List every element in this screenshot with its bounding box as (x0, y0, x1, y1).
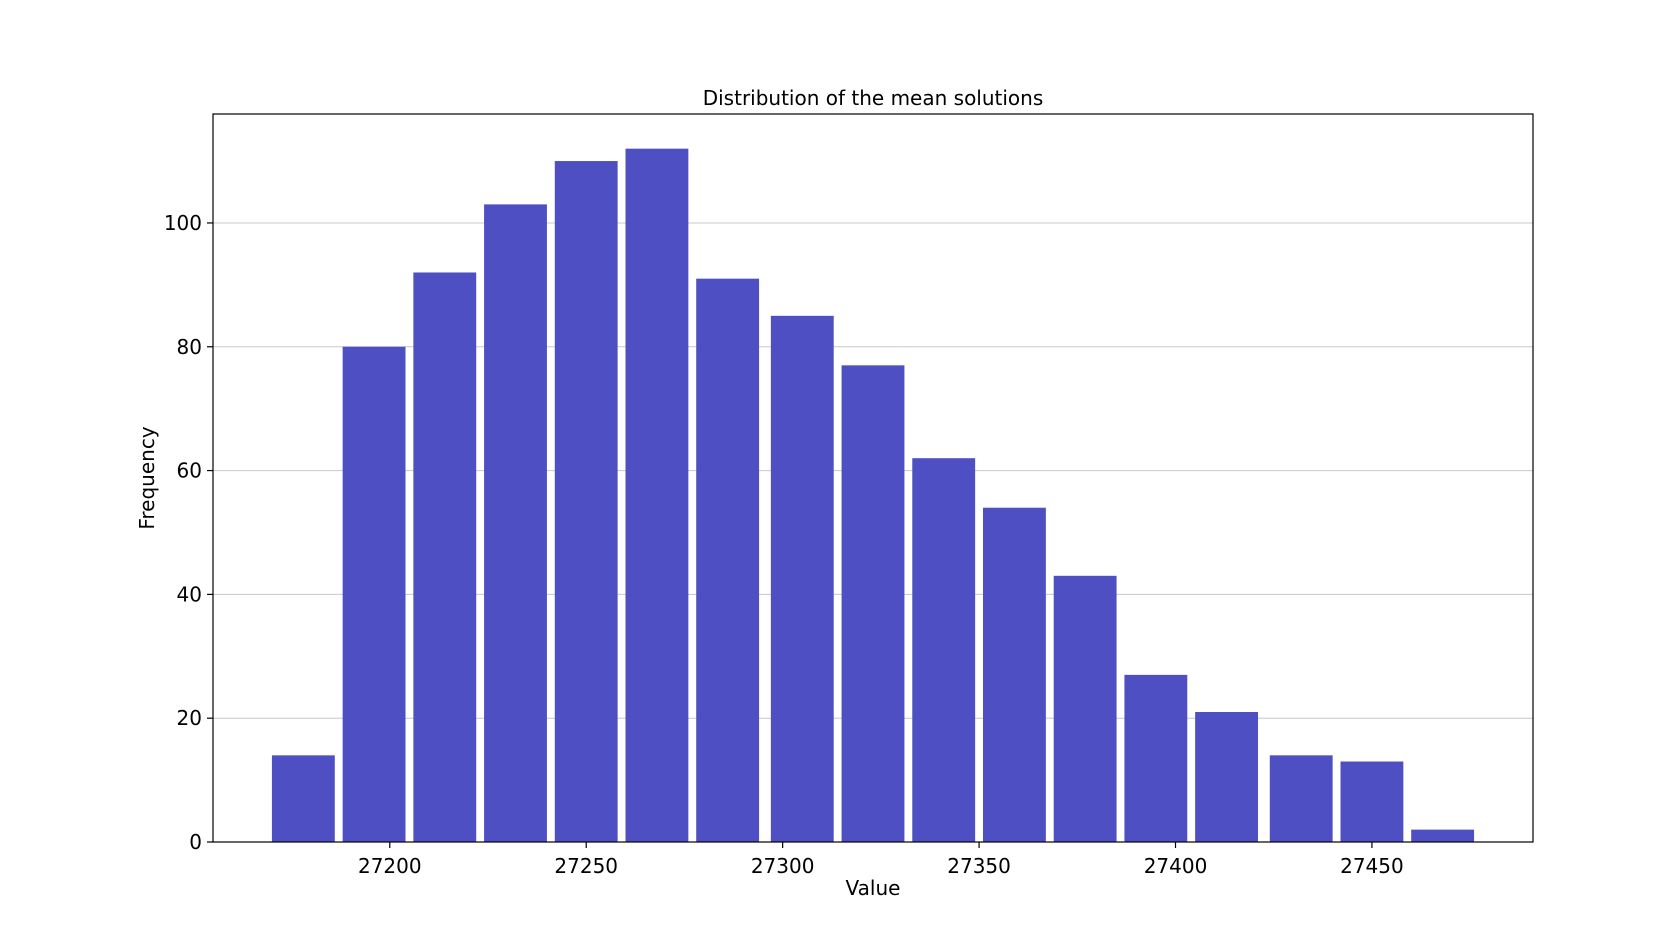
histogram-bar (1340, 761, 1404, 842)
x-tick-label: 27400 (1144, 854, 1208, 878)
histogram-bar (1053, 575, 1117, 842)
tick-layer: 27200 27250 27300 27350 27400 27450 0 20 40 60 80 1… (164, 211, 1404, 878)
histogram-bar (554, 161, 618, 843)
histogram-bar (1195, 712, 1258, 842)
chart-title: Distribution of the mean solutions (703, 86, 1044, 110)
histogram-bar (342, 346, 406, 842)
y-axis-label: Frequency (135, 426, 159, 529)
histogram-bar (625, 148, 689, 842)
x-tick-label: 27300 (751, 854, 815, 878)
y-tick-label: 20 (177, 706, 202, 730)
histogram-bar (1269, 755, 1333, 842)
y-tick-label: 0 (189, 830, 202, 854)
x-axis-label: Value (846, 876, 901, 900)
x-tick-label: 27250 (554, 854, 618, 878)
y-tick-label: 40 (177, 582, 202, 606)
y-tick-label: 100 (164, 211, 202, 235)
histogram-bar (413, 272, 477, 842)
x-tick-label: 27450 (1340, 854, 1404, 878)
x-tick-label: 27350 (947, 854, 1011, 878)
plot-frame (212, 113, 1534, 843)
bar-layer (271, 148, 1475, 843)
y-tick-label: 80 (177, 335, 202, 359)
histogram-bar (770, 315, 834, 842)
histogram-bar (983, 507, 1046, 842)
y-tick-label: 60 (177, 459, 202, 483)
histogram-bar (841, 365, 905, 842)
x-tick-label: 27200 (358, 854, 422, 878)
histogram-bar (271, 755, 335, 842)
histogram-bar (484, 204, 547, 842)
histogram-bar (912, 458, 976, 842)
histogram-bar (1124, 674, 1188, 842)
histogram-bar (696, 278, 760, 843)
histogram-bar (1411, 829, 1475, 842)
